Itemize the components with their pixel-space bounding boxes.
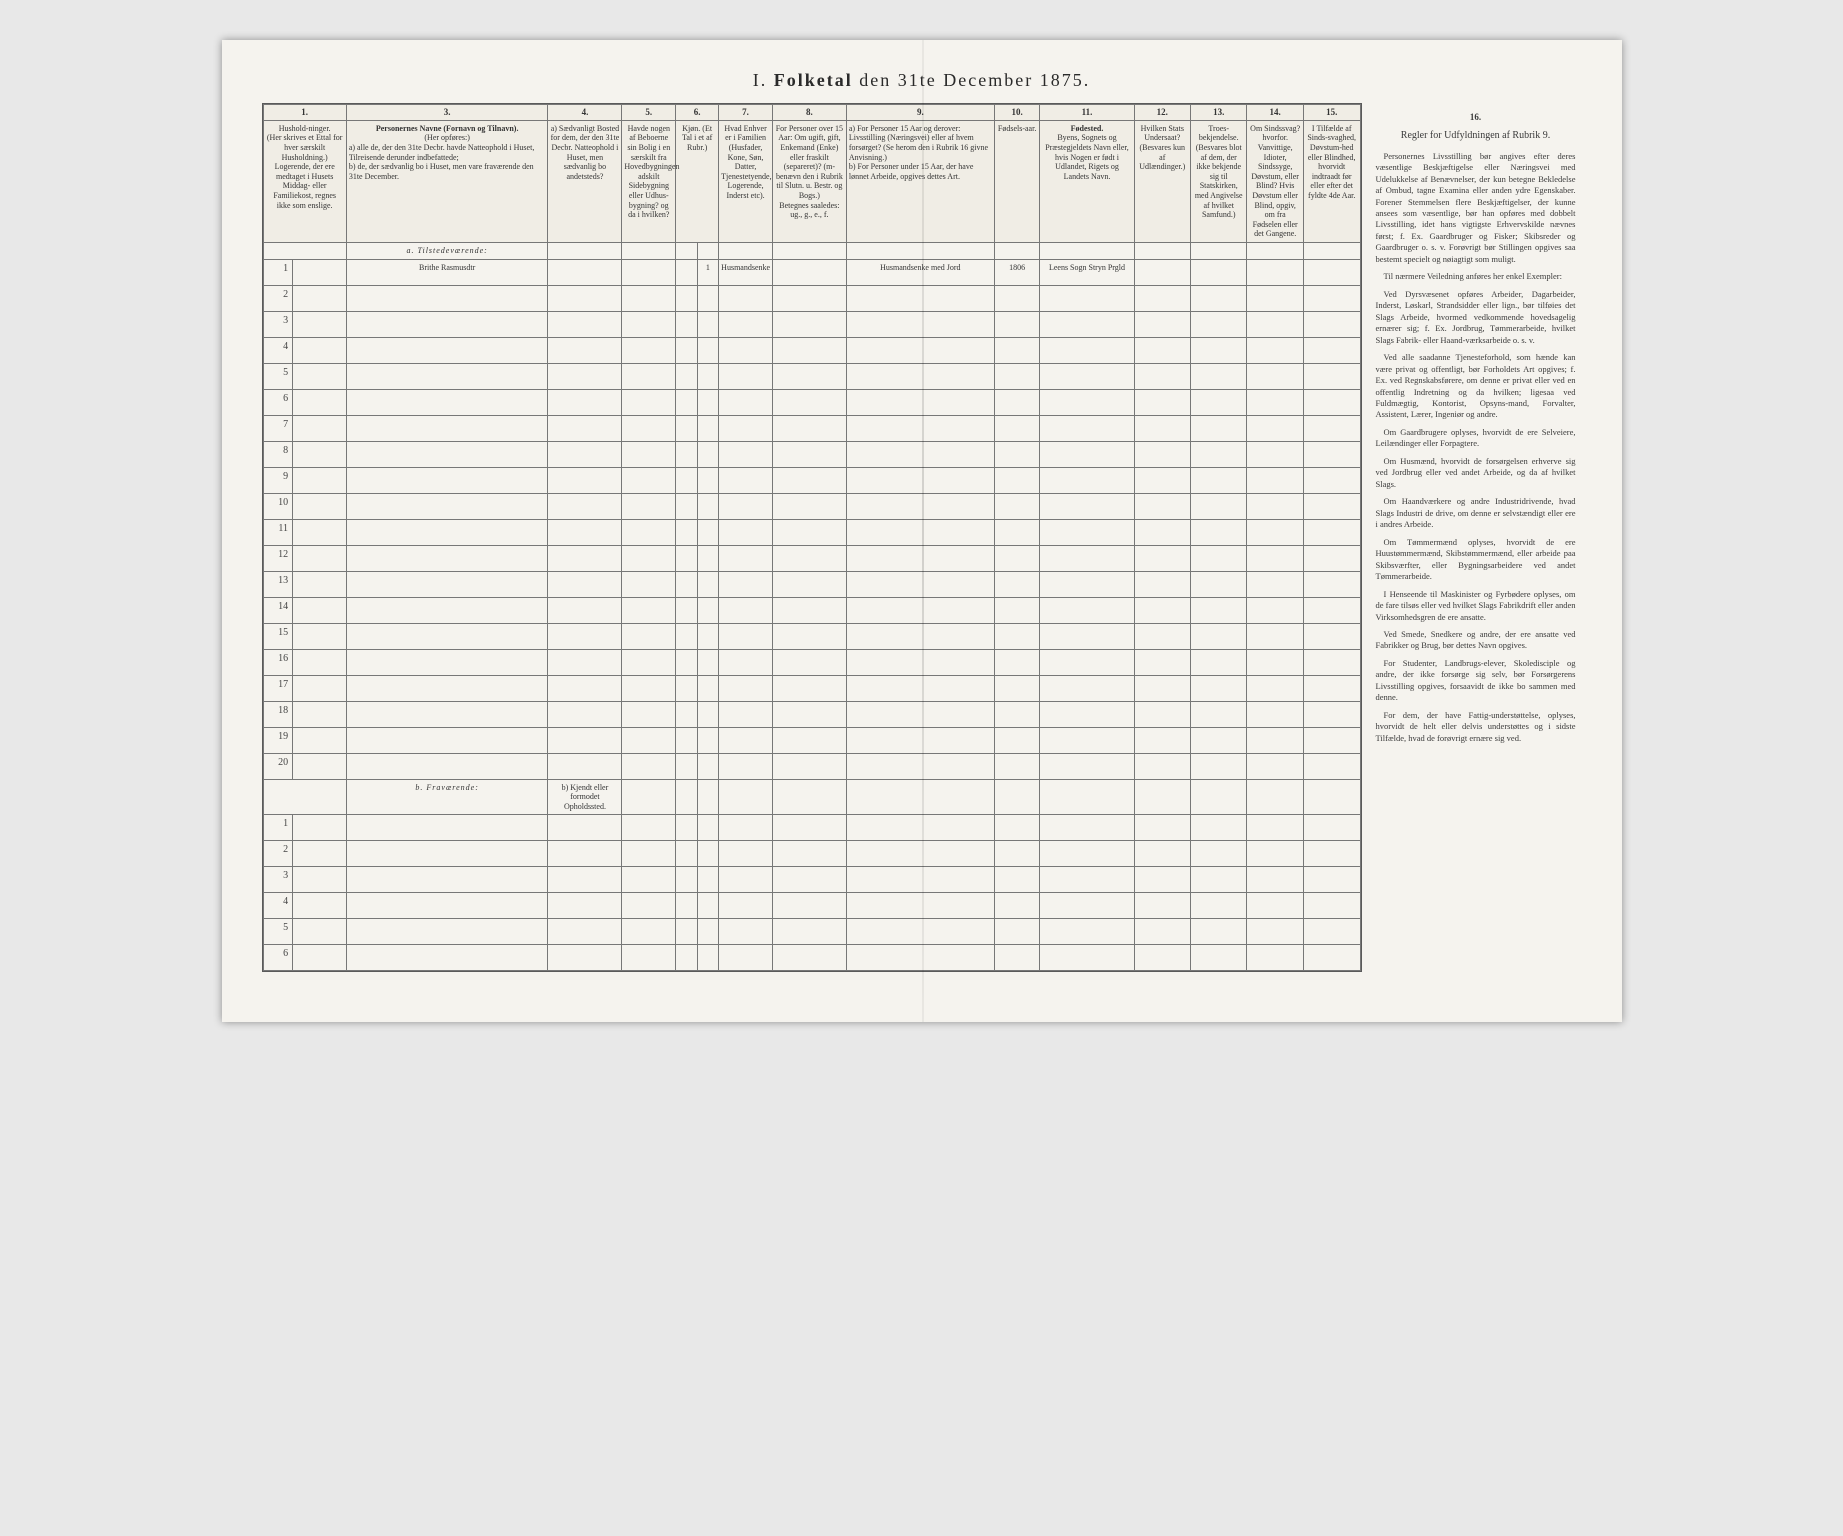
table-row: 3: [263, 867, 1360, 893]
section-a-label: a. Tilstedeværende:: [346, 242, 548, 259]
table-row: 2: [263, 841, 1360, 867]
instructions-title: Regler for Udfyldningen af Rubrik 9.: [1376, 129, 1576, 143]
cell-birthplace: Leens Sogn Stryn Prgld: [1040, 259, 1134, 285]
table-row: 1: [263, 815, 1360, 841]
title-suffix: den 31te December 1875.: [859, 70, 1090, 90]
ledger-table: 1. 3. 4. 5. 6. 7. 8. 9. 10. 11. 12. 13. …: [263, 104, 1361, 971]
hdr-4: a) Sædvanligt Bosted for dem, der den 31…: [548, 120, 622, 242]
table-row: 17: [263, 675, 1360, 701]
hdr-15: I Tilfælde af Sinds-svaghed, Døvstum-hed…: [1303, 120, 1360, 242]
coln-14: 14.: [1247, 105, 1303, 121]
hdr-12: Hvilken Stats Undersaat? (Besvares kun a…: [1134, 120, 1190, 242]
cell-name: Brithe Rasmusdtr: [346, 259, 548, 285]
table-row: 20: [263, 753, 1360, 779]
table-row: 7: [263, 415, 1360, 441]
table-row: 2: [263, 285, 1360, 311]
table-row: 6: [263, 945, 1360, 971]
hdr-1: Hushold-ninger. (Her skrives et Ettal fo…: [263, 120, 346, 242]
hdr-11: Fødested. Byens, Sognets og Præstegjelde…: [1040, 120, 1134, 242]
instr-p: Om Haandværkere og andre Industridrivend…: [1376, 496, 1576, 530]
coln-10: 10.: [994, 105, 1040, 121]
title-prefix: I.: [753, 70, 768, 90]
instr-p: Ved Dyrsvæsenet opføres Arbeider, Dagarb…: [1376, 289, 1576, 346]
coln-15: 15.: [1303, 105, 1360, 121]
hdr-10: Fødsels-aar.: [994, 120, 1040, 242]
coln-8: 8.: [772, 105, 846, 121]
hdr-14: Om Sindssvag? hvorfor. Vanvittige, Idiot…: [1247, 120, 1303, 242]
instr-p: For Studenter, Landbrugs-elever, Skoledi…: [1376, 658, 1576, 704]
hdr-8: For Personer over 15 Aar: Om ugift, gift…: [772, 120, 846, 242]
table-row: 19: [263, 727, 1360, 753]
coln-1: 1.: [263, 105, 346, 121]
page-title: I. Folketal den 31te December 1875.: [262, 70, 1582, 91]
census-page: I. Folketal den 31te December 1875. 1. 3…: [222, 40, 1622, 1022]
section-a-row: a. Tilstedeværende:: [263, 242, 1360, 259]
table-row: 6: [263, 389, 1360, 415]
hdr-13: Troes-bekjendelse. (Besvares blot af dem…: [1191, 120, 1247, 242]
instr-p: Ved Smede, Snedkere og andre, der ere an…: [1376, 629, 1576, 652]
title-main: Folketal: [774, 70, 853, 90]
coln-11: 11.: [1040, 105, 1134, 121]
table-row: 11: [263, 519, 1360, 545]
cell-birthyear: 1806: [994, 259, 1040, 285]
cell-occupation: Husmandsenke med Jord: [846, 259, 994, 285]
table-row: 10: [263, 493, 1360, 519]
table-row: 5: [263, 363, 1360, 389]
coln-12: 12.: [1134, 105, 1190, 121]
table-row: 15: [263, 623, 1360, 649]
coln-7: 7.: [719, 105, 773, 121]
section-b-col4: b) Kjendt eller formodet Opholdssted.: [548, 779, 622, 815]
instr-p: I Henseende til Maskinister og Fyrbødere…: [1376, 589, 1576, 623]
table-row: 4: [263, 337, 1360, 363]
hdr-6: Kjøn. (Et Tal i et af Rubr.): [676, 120, 719, 242]
section-b-label: b. Fraværende:: [346, 779, 548, 815]
coln-13: 13.: [1191, 105, 1247, 121]
coln-4: 4.: [548, 105, 622, 121]
table-row: 9: [263, 467, 1360, 493]
table-row: 14: [263, 597, 1360, 623]
table-row: 12: [263, 545, 1360, 571]
table-row: 16: [263, 649, 1360, 675]
table-row: 5: [263, 919, 1360, 945]
hdr-9: a) For Personer 15 Aar og derover: Livss…: [846, 120, 994, 242]
table-row: 3: [263, 311, 1360, 337]
instr-p: Om Tømmermænd oplyses, hvorvidt de ere H…: [1376, 537, 1576, 583]
header-row: Hushold-ninger. (Her skrives et Ettal fo…: [263, 120, 1360, 242]
coln-3: 3.: [346, 105, 548, 121]
coln-6: 6.: [676, 105, 719, 121]
ledger-table-wrap: 1. 3. 4. 5. 6. 7. 8. 9. 10. 11. 12. 13. …: [262, 103, 1362, 972]
table-row: 18: [263, 701, 1360, 727]
cell-family: Husmandsenke: [719, 259, 773, 285]
hdr-5: Havde nogen af Beboerne sin Bolig i en s…: [622, 120, 676, 242]
table-row: 8: [263, 441, 1360, 467]
hdr-7: Hvad Enhver er i Familien (Husfader, Kon…: [719, 120, 773, 242]
coln-9: 9.: [846, 105, 994, 121]
instr-p: Til nærmere Veiledning anføres her enkel…: [1376, 271, 1576, 282]
row-num: 1: [263, 259, 293, 285]
instr-p: Om Gaardbrugere oplyses, hvorvidt de ere…: [1376, 427, 1576, 450]
instr-p: Om Husmænd, hvorvidt de forsørgelsen erh…: [1376, 456, 1576, 490]
table-row: 13: [263, 571, 1360, 597]
colnum-row: 1. 3. 4. 5. 6. 7. 8. 9. 10. 11. 12. 13. …: [263, 105, 1360, 121]
instr-p: Ved alle saadanne Tjenesteforhold, som h…: [1376, 352, 1576, 421]
table-row: 4: [263, 893, 1360, 919]
instructions-panel: 16. Regler for Udfyldningen af Rubrik 9.…: [1362, 103, 1582, 972]
section-b-row: b. Fraværende: b) Kjendt eller formodet …: [263, 779, 1360, 815]
hdr-3: Personernes Navne (Fornavn og Tilnavn). …: [346, 120, 548, 242]
instr-p: For dem, der have Fattig-understøttelse,…: [1376, 710, 1576, 744]
col16-num: 16.: [1376, 111, 1576, 123]
data-row-1: 1 Brithe Rasmusdtr 1 Husmandsenke Husman…: [263, 259, 1360, 285]
coln-5: 5.: [622, 105, 676, 121]
cell-sex: 1: [697, 259, 719, 285]
instr-p: Personernes Livsstilling bør angives eft…: [1376, 151, 1576, 266]
